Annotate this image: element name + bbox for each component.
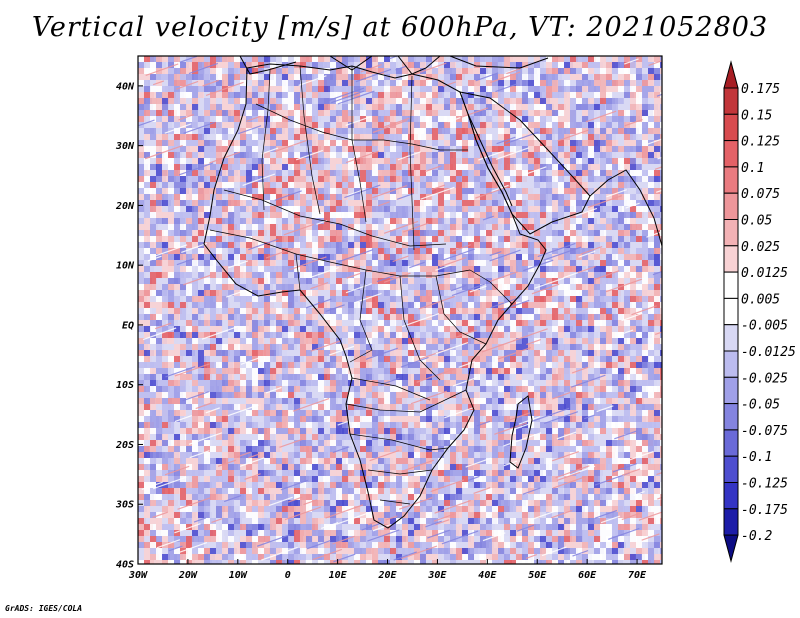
colorbar-swatch — [723, 271, 739, 299]
y-tick-label: 30N — [115, 141, 135, 152]
colorbar-swatch — [723, 429, 739, 457]
y-tick-label: 20S — [115, 440, 134, 451]
colorbar-label: -0.075 — [741, 424, 788, 439]
colorbar-swatch — [723, 245, 739, 273]
y-axis: 40N 30N 20N 10N EQ 10S 20S 30S 40S — [115, 81, 143, 571]
colorbar-label: 0.0125 — [741, 266, 788, 281]
border-lines — [209, 65, 513, 505]
colorbar-label: 0.175 — [741, 82, 780, 97]
colorbar-label: -0.0125 — [741, 345, 796, 360]
y-tick-label: 40N — [116, 81, 135, 92]
x-tick-label: 20W — [178, 570, 198, 581]
colorbar-swatch — [723, 166, 739, 194]
colorbar-label: 0.075 — [741, 187, 780, 202]
colorbar-swatch — [723, 192, 739, 220]
colorbar: 0.175 0.15 0.125 0.1 0.075 0.05 0.025 0.0125 0.0… — [723, 60, 796, 564]
country-borders — [209, 65, 513, 505]
madagascar-coastline — [509, 395, 533, 469]
colorbar-label: -0.125 — [741, 477, 788, 492]
colorbar-swatch — [723, 508, 739, 536]
colorbar-label: 0.1 — [741, 161, 764, 176]
colorbar-swatch — [723, 403, 739, 431]
colorbar-swatch — [723, 482, 739, 510]
colorbar-label: 0.15 — [741, 108, 772, 123]
x-tick-label: 60E — [578, 570, 597, 581]
y-tick-label: 10N — [116, 261, 135, 272]
red-sea-coast — [467, 113, 513, 207]
map-title: Vertical velocity [m/s] at 600hPa, VT: 2… — [31, 12, 769, 43]
colorbar-swatch — [723, 324, 739, 352]
colorbar-label: -0.005 — [741, 319, 788, 334]
colorbar-swatch — [723, 376, 739, 405]
velocity-field — [138, 56, 662, 564]
colorbar-top-arrow — [723, 60, 739, 89]
colorbar-label: 0.125 — [741, 135, 780, 150]
plot-area[interactable] — [137, 45, 691, 566]
y-tick-label: 40S — [116, 560, 134, 571]
x-tick-label: 20E — [377, 570, 397, 581]
x-tick-label: 10E — [329, 570, 348, 581]
y-tick-label: 30S — [115, 500, 134, 511]
colorbar-label: -0.1 — [741, 450, 772, 465]
colorbar-swatch — [723, 140, 739, 168]
colorbar-label: 0.025 — [741, 240, 780, 255]
x-tick-label: 30E — [427, 570, 447, 581]
colorbar-label: -0.025 — [741, 371, 788, 386]
y-tick-label: 20N — [115, 201, 135, 212]
colorbar-label: 0.05 — [741, 214, 772, 229]
colorbar-swatch — [723, 350, 739, 378]
colorbar-bottom-arrow — [723, 534, 739, 564]
colorbar-swatch — [723, 297, 739, 326]
x-tick-label: 40E — [478, 570, 497, 581]
india-coastline — [589, 169, 662, 247]
africa-coastline — [203, 63, 547, 529]
credit-label: GrADS: IGES/COLA — [5, 604, 83, 613]
x-tick-label: 30W — [128, 570, 148, 581]
colorbar-label: 0.005 — [741, 292, 780, 307]
x-axis: 30W 20W 10W 0 10E 20E 30E 40E 50E 60E 70E — [128, 559, 647, 581]
colorbar-swatch — [723, 113, 739, 142]
y-tick-label: 10S — [116, 380, 134, 391]
x-tick-label: 70E — [628, 570, 647, 581]
x-tick-label: 50E — [528, 570, 547, 581]
plot-frame — [137, 55, 663, 565]
colorbar-label: -0.2 — [741, 529, 772, 544]
x-tick-label: 0 — [285, 570, 291, 581]
colorbar-label: -0.05 — [741, 398, 780, 413]
y-tick-label: EQ — [122, 320, 134, 331]
arabia-coastline — [459, 91, 591, 235]
colorbar-swatch — [723, 455, 739, 484]
colorbar-swatch — [723, 87, 739, 115]
colorbar-swatch — [723, 219, 739, 247]
x-tick-label: 10W — [229, 570, 248, 581]
colorbar-label: -0.175 — [741, 503, 788, 518]
